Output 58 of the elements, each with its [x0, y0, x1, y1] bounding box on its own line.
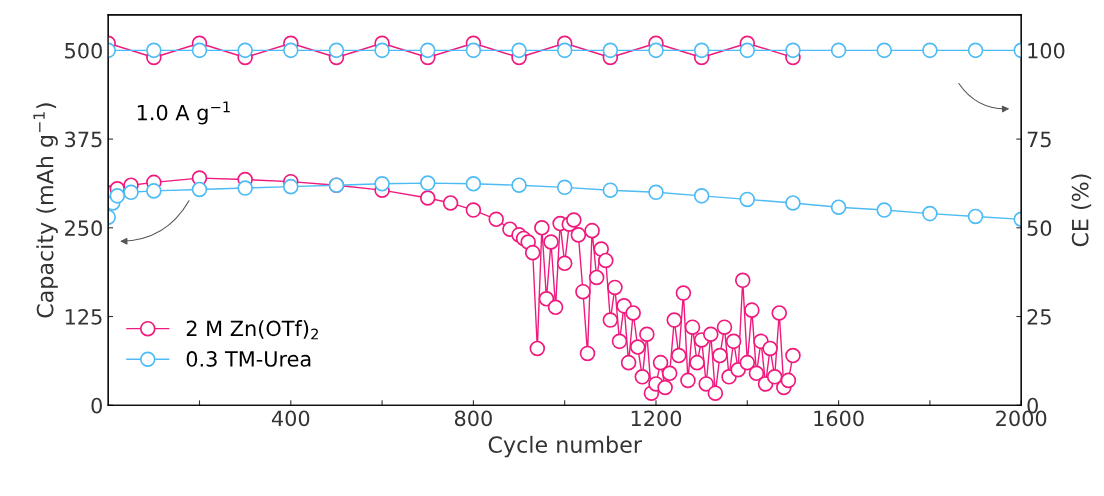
point — [328, 42, 345, 59]
x-tick-label: 1200 — [631, 410, 682, 427]
point — [374, 42, 390, 59]
point — [876, 202, 893, 218]
point — [191, 42, 208, 59]
x-tick-label: 1600 — [814, 410, 864, 427]
point — [191, 181, 208, 198]
point — [739, 191, 756, 208]
y2-tick-label: 100 — [1028, 42, 1065, 59]
point — [739, 42, 756, 59]
point — [146, 42, 162, 59]
point — [830, 42, 847, 59]
point — [283, 42, 299, 59]
point — [602, 42, 619, 59]
y2-tick-label: 25 — [1027, 308, 1051, 325]
annotation: 1.0 A g$^{−1}$ — [137, 101, 230, 125]
point — [419, 175, 436, 191]
point — [922, 205, 938, 222]
point — [693, 188, 710, 204]
point — [237, 180, 253, 196]
point — [967, 42, 984, 59]
point — [465, 176, 482, 192]
y-tick-label: 125 — [65, 308, 102, 325]
point — [146, 183, 162, 199]
x-axis-title: Cycle number — [488, 435, 642, 458]
point — [123, 184, 139, 201]
y2-tick-label: 75 — [1027, 131, 1051, 148]
y-tick-label: 375 — [65, 131, 102, 148]
point — [556, 42, 573, 59]
point — [374, 176, 390, 192]
y-tick-label: 0 — [91, 397, 102, 414]
y-tick-label: 500 — [65, 42, 102, 59]
point — [785, 42, 801, 59]
y2-axis-title: CE (%) — [1071, 174, 1092, 247]
y-axis-title: Capacity (mAh g$^{−1}$) — [33, 103, 58, 318]
point — [511, 177, 527, 193]
legend-label: 0.3 TM-Urea — [186, 351, 311, 367]
legend-label: 2 M Zn(OTf)$_{2}$ — [186, 320, 318, 340]
point — [109, 188, 126, 204]
point — [602, 182, 619, 198]
point — [648, 42, 664, 59]
y2-tick-label: 50 — [1027, 220, 1052, 237]
point — [876, 42, 893, 59]
point — [556, 179, 573, 196]
point — [967, 208, 984, 225]
x-tick-label: 800 — [454, 410, 492, 427]
point — [693, 42, 710, 59]
point — [237, 42, 253, 59]
point — [648, 184, 664, 201]
x-tick-label: 400 — [271, 410, 310, 427]
point — [785, 195, 801, 211]
point — [830, 199, 847, 215]
y-tick-label: 250 — [65, 220, 102, 237]
point — [511, 42, 527, 59]
point — [465, 42, 482, 59]
point — [419, 42, 436, 59]
point — [283, 178, 299, 195]
point — [922, 42, 938, 59]
